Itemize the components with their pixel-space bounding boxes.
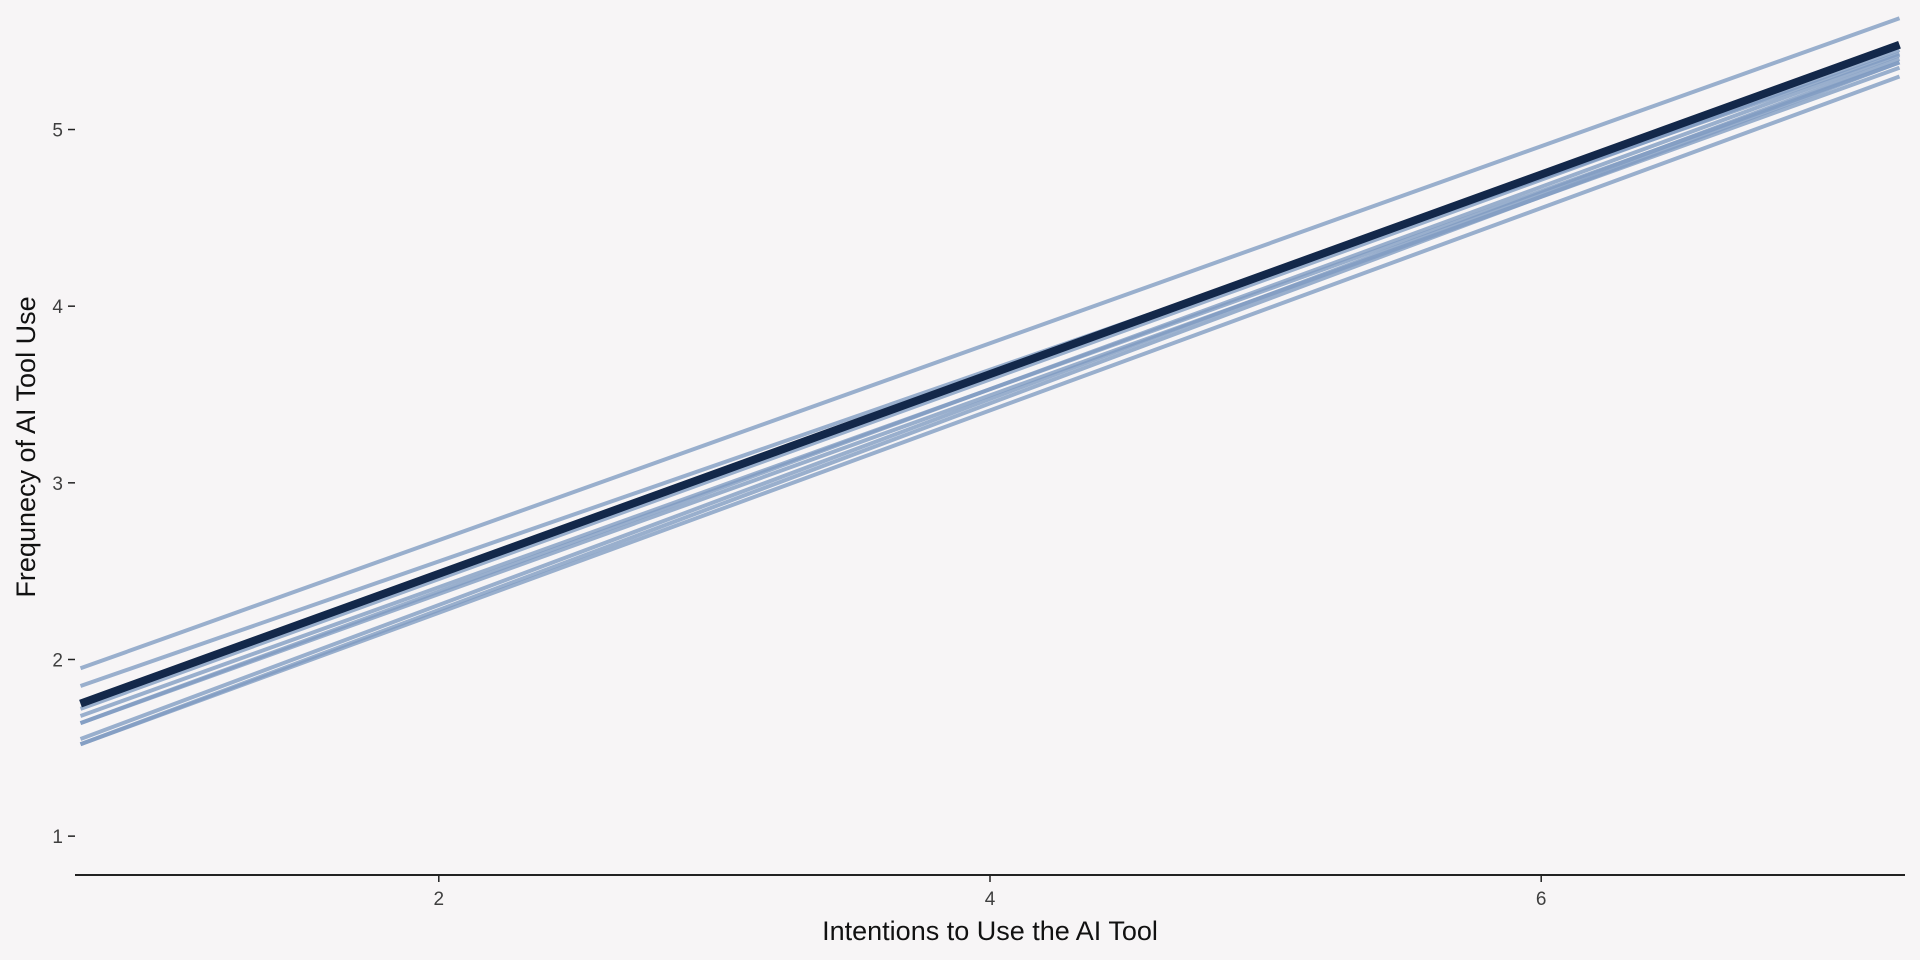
y-tick-label: 3 [52,474,63,495]
y-tick-label: 5 [52,121,63,142]
sample-regression-line-3 [79,48,1901,711]
lines-layer [79,16,1901,747]
y-tick-label: 4 [52,297,63,318]
x-axis-title: Intentions to Use the AI Tool [822,916,1158,946]
sample-regression-line-8 [79,60,1901,747]
x-tick-label: 4 [985,889,996,910]
y-axis-title: Frequnecy of AI Tool Use [11,296,41,597]
sample-regression-line-7 [79,57,1901,741]
x-tick-label: 2 [434,889,445,910]
y-tick-label: 2 [52,650,63,671]
axes-layer: 2 4 6 1 2 3 4 5 [52,121,1905,910]
sample-regression-line-9 [79,74,1901,747]
mean-regression-line [79,40,1901,708]
sample-regression-line-1 [79,16,1901,671]
x-tick-label: 6 [1536,889,1547,910]
y-tick-label: 1 [52,827,63,848]
